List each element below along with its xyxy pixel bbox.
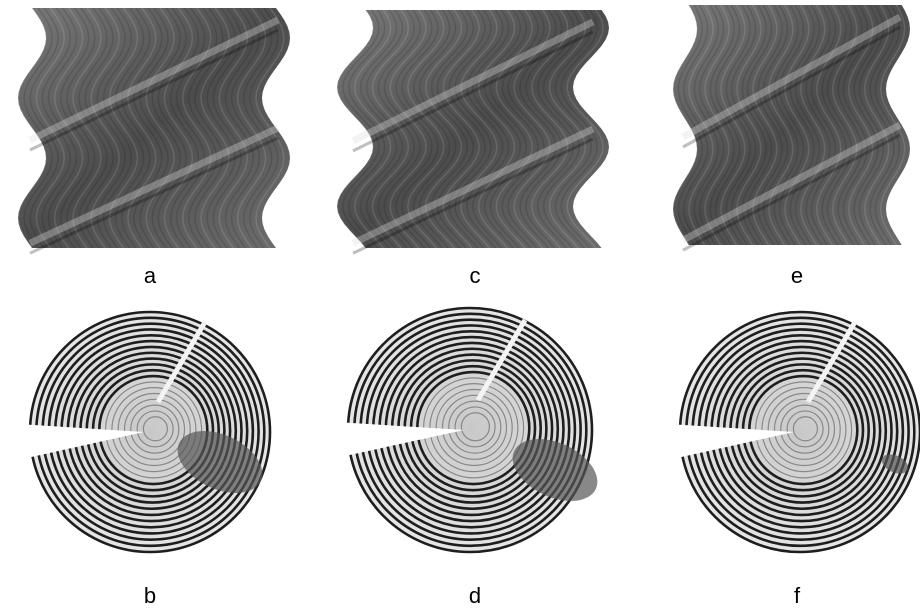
- panel-label: a: [144, 263, 157, 288]
- panel-label: d: [469, 583, 481, 608]
- xray-projection: [337, 10, 609, 253]
- panel-label: e: [791, 263, 803, 288]
- cross-section: [18, 312, 272, 552]
- panel-label: f: [794, 583, 801, 608]
- panel-label: c: [470, 263, 481, 288]
- cross-section: [668, 312, 920, 552]
- xray-projection: [673, 5, 910, 250]
- cross-section: [336, 308, 607, 552]
- panel-label: b: [144, 583, 156, 608]
- figure: a c e b d f: [0, 0, 920, 611]
- xray-projection: [18, 8, 290, 253]
